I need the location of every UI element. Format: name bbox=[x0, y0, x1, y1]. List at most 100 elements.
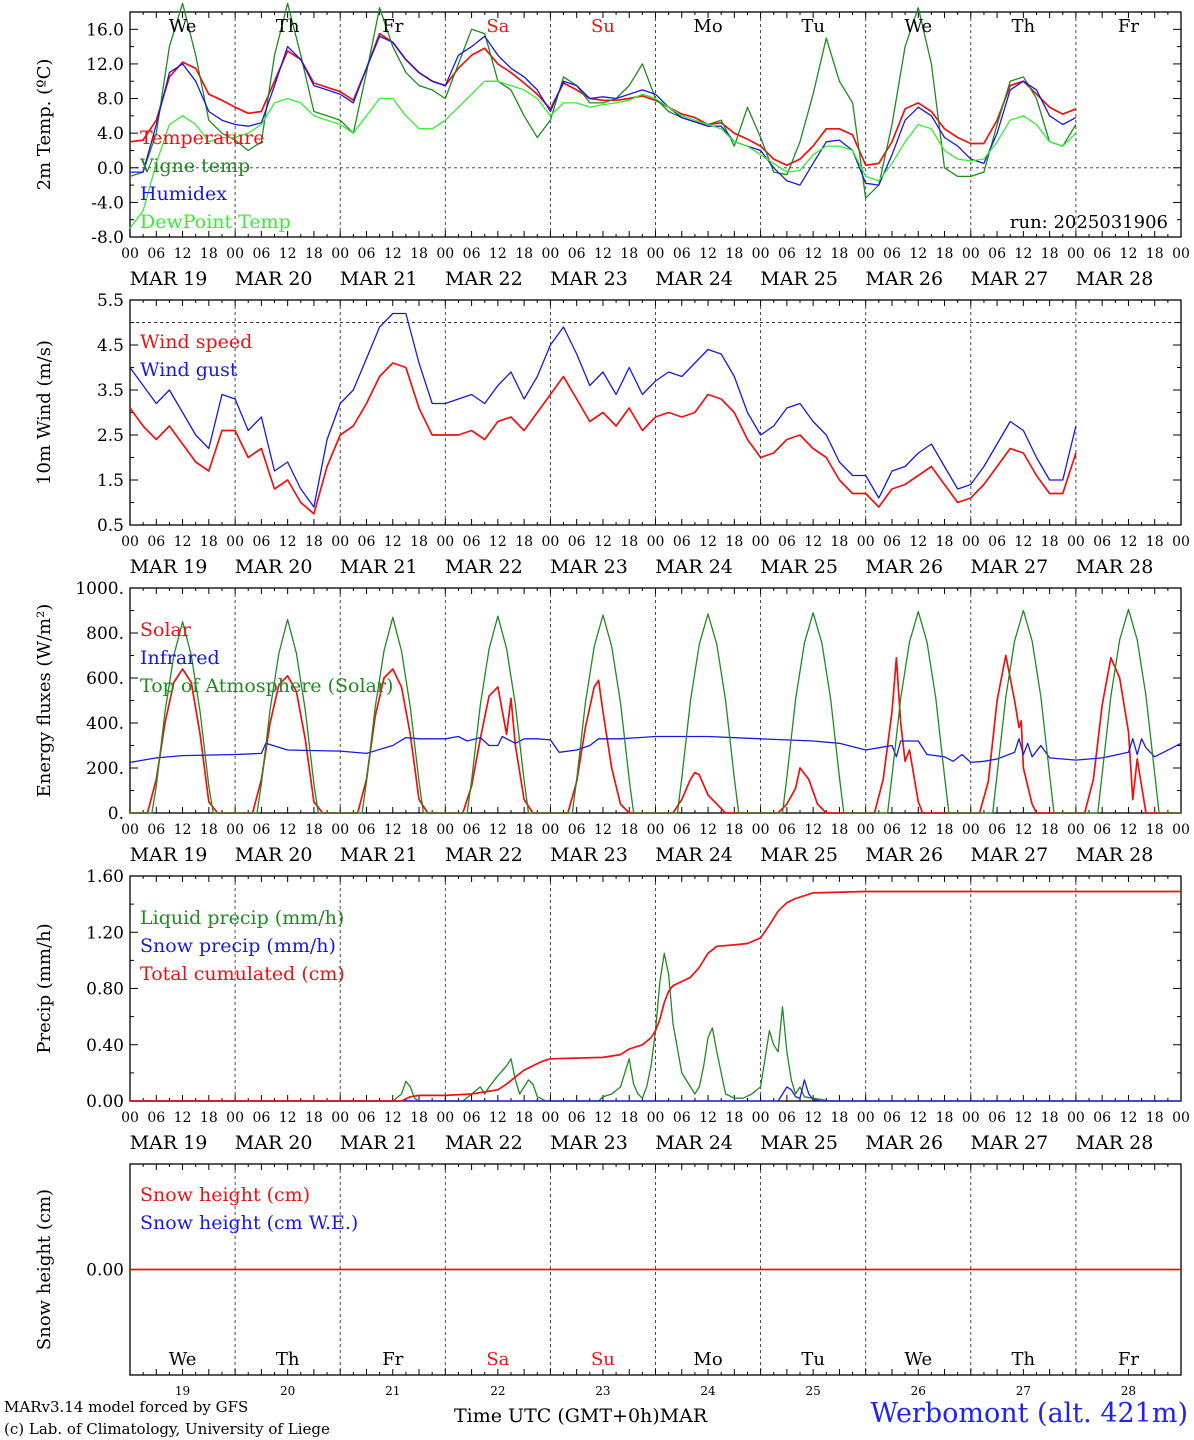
hour-tick-label: 06 bbox=[673, 1110, 691, 1126]
hour-tick-label: 12 bbox=[489, 1110, 507, 1126]
hour-tick-label: 00 bbox=[962, 534, 980, 550]
y-tick-label: 0.00 bbox=[86, 1261, 124, 1281]
x-axis-title-text: Time UTC (GMT+0h) bbox=[454, 1405, 660, 1427]
hour-tick-label: 18 bbox=[410, 246, 428, 262]
hour-tick-label: 18 bbox=[515, 534, 533, 550]
date-label: MAR 28 bbox=[1076, 844, 1154, 866]
hour-tick-label: 18 bbox=[1146, 246, 1164, 262]
hour-tick-label: 00 bbox=[1172, 534, 1190, 550]
hour-tick-label: 00 bbox=[647, 1110, 665, 1126]
hour-tick-label: 18 bbox=[1041, 822, 1059, 838]
hour-tick-label: 12 bbox=[174, 822, 192, 838]
date-label: MAR 22 bbox=[445, 1132, 523, 1154]
date-label: MAR 23 bbox=[550, 1132, 628, 1154]
hour-tick-label: 00 bbox=[331, 1110, 349, 1126]
hour-tick-label: 12 bbox=[804, 822, 822, 838]
hour-tick-label: 06 bbox=[568, 534, 586, 550]
hour-tick-label: 00 bbox=[752, 534, 770, 550]
y-tick-label: 4.5 bbox=[97, 336, 124, 356]
date-label: MAR 23 bbox=[550, 268, 628, 290]
hour-tick-label: 12 bbox=[174, 534, 192, 550]
hour-tick-label: 18 bbox=[305, 822, 323, 838]
hour-tick-label: 18 bbox=[200, 1110, 218, 1126]
weekday-label: We bbox=[904, 16, 932, 37]
hour-tick-label: 18 bbox=[200, 822, 218, 838]
hour-tick-label: 00 bbox=[1172, 822, 1190, 838]
hour-tick-label: 18 bbox=[725, 246, 743, 262]
hour-tick-label: 06 bbox=[883, 1110, 901, 1126]
hour-tick-label: 18 bbox=[1146, 534, 1164, 550]
day-number-label: 20 bbox=[280, 1384, 295, 1398]
y-tick-label: 0.0 bbox=[97, 159, 124, 179]
y-tick-label: 8.0 bbox=[97, 90, 124, 110]
y-tick-label: 0.00 bbox=[86, 1092, 124, 1112]
weekday-label: Sa bbox=[486, 1349, 509, 1370]
hour-tick-label: 06 bbox=[1093, 534, 1111, 550]
hour-tick-label: 12 bbox=[174, 246, 192, 262]
hour-tick-label: 18 bbox=[725, 1110, 743, 1126]
series-line-snow-precip-mm-h- bbox=[130, 1079, 1181, 1102]
date-label: MAR 25 bbox=[760, 844, 838, 866]
hour-tick-label: 18 bbox=[620, 534, 638, 550]
hour-tick-label: 18 bbox=[620, 822, 638, 838]
hour-tick-label: 06 bbox=[778, 822, 796, 838]
hour-tick-label: 12 bbox=[909, 534, 927, 550]
legend-entry: Humidex bbox=[140, 183, 227, 205]
hour-tick-label: 18 bbox=[410, 822, 428, 838]
date-label: MAR 22 bbox=[445, 556, 523, 578]
day-number-label: 27 bbox=[1016, 1384, 1031, 1398]
hour-tick-label: 00 bbox=[121, 246, 139, 262]
legend-entry: Snow height (cm) bbox=[140, 1184, 310, 1206]
hour-tick-label: 00 bbox=[752, 246, 770, 262]
hour-tick-label: 06 bbox=[568, 1110, 586, 1126]
hour-tick-label: 12 bbox=[1120, 822, 1138, 838]
hour-tick-label: 18 bbox=[831, 246, 849, 262]
weekday-label: Th bbox=[276, 16, 300, 37]
hour-tick-label: 06 bbox=[358, 822, 376, 838]
hour-tick-label: 18 bbox=[1041, 246, 1059, 262]
hour-tick-label: 06 bbox=[463, 534, 481, 550]
hour-tick-label: 00 bbox=[121, 1110, 139, 1126]
legend-entry: Temperature bbox=[140, 127, 264, 149]
hour-tick-label: 12 bbox=[594, 1110, 612, 1126]
hour-tick-label: 00 bbox=[857, 1110, 875, 1126]
hour-tick-label: 00 bbox=[331, 246, 349, 262]
hour-tick-label: 12 bbox=[699, 822, 717, 838]
date-label: MAR 24 bbox=[655, 268, 733, 290]
legend-entry: Total cumulated (cm) bbox=[140, 963, 345, 985]
y-tick-label: 800. bbox=[86, 624, 124, 644]
hour-tick-label: 00 bbox=[857, 246, 875, 262]
day-number-label: 28 bbox=[1121, 1384, 1136, 1398]
hour-tick-label: 06 bbox=[147, 534, 165, 550]
date-label: MAR 28 bbox=[1076, 556, 1154, 578]
model-credit: MARv3.14 model forced by GFS bbox=[4, 1398, 249, 1416]
hour-tick-label: 12 bbox=[804, 246, 822, 262]
hour-tick-label: 00 bbox=[1067, 1110, 1085, 1126]
weekday-label: We bbox=[169, 1349, 197, 1370]
hour-tick-label: 06 bbox=[252, 534, 270, 550]
hour-tick-label: 06 bbox=[568, 822, 586, 838]
hour-tick-label: 00 bbox=[1067, 246, 1085, 262]
weekday-label: Sa bbox=[486, 16, 509, 37]
date-label: MAR 21 bbox=[340, 844, 418, 866]
hour-tick-label: 12 bbox=[489, 822, 507, 838]
hour-tick-label: 12 bbox=[384, 822, 402, 838]
hour-tick-label: 18 bbox=[515, 1110, 533, 1126]
day-number-label: 22 bbox=[490, 1384, 505, 1398]
date-label: MAR 21 bbox=[340, 1132, 418, 1154]
hour-tick-label: 00 bbox=[962, 246, 980, 262]
series-line-total-cumulated-cm- bbox=[130, 890, 1181, 1102]
legend-entry: Top of Atmosphere (Solar) bbox=[140, 675, 393, 697]
y-tick-label: 600. bbox=[86, 669, 124, 689]
weekday-label: Fr bbox=[382, 16, 403, 37]
hour-tick-label: 12 bbox=[1120, 534, 1138, 550]
date-label: MAR 21 bbox=[340, 556, 418, 578]
hour-tick-label: 12 bbox=[279, 822, 297, 838]
date-label: MAR 28 bbox=[1076, 268, 1154, 290]
hour-tick-label: 00 bbox=[436, 822, 454, 838]
hour-tick-label: 06 bbox=[1093, 822, 1111, 838]
hour-tick-label: 06 bbox=[988, 246, 1006, 262]
y-tick-label: 1000. bbox=[75, 579, 124, 599]
weekday-label: Th bbox=[1012, 16, 1036, 37]
